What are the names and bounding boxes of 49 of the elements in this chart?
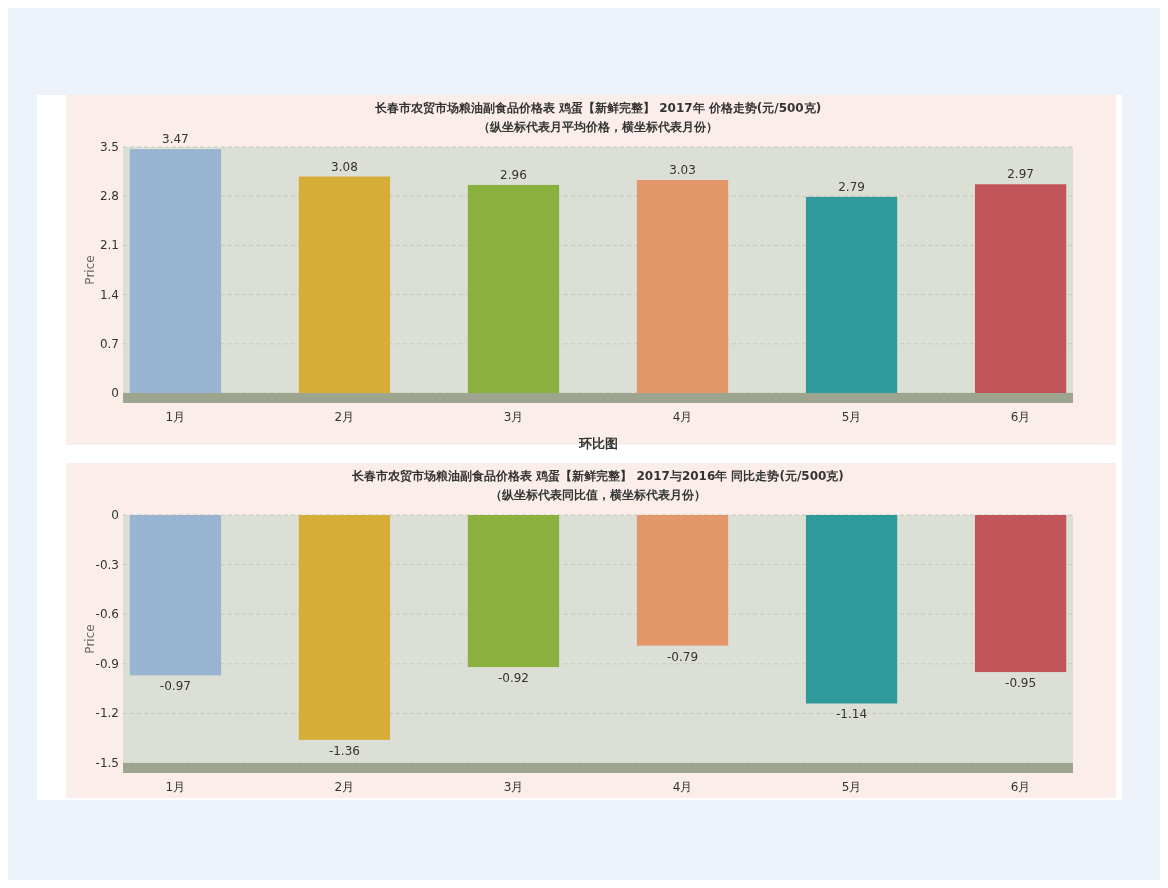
x-axis-title: 环比图 [577,436,618,451]
bar [298,176,391,393]
y-axis-title: Price [83,255,97,285]
x-tick-label: 1月 [165,780,186,794]
x-tick-label: 3月 [503,410,524,424]
data-label: -1.36 [328,743,360,758]
y-tick-label: 2.8 [99,189,119,204]
x-tick-label: 4月 [672,410,693,424]
bar [636,180,729,393]
x-tick-label: 3月 [503,780,524,794]
y-axis-title: Price [83,624,97,654]
y-tick-label: -0.9 [95,656,119,671]
y-tick-label: 0 [111,386,119,400]
x-tick-label: 4月 [672,780,693,794]
y-tick-label: -1.5 [95,756,119,770]
chart-title: 长春市农贸市场粮油副食品价格表 鸡蛋【新鲜完整】 2017年 价格走势(元/500克) [373,101,822,115]
bar [805,196,898,393]
data-label: 3.08 [331,159,358,174]
y-tick-label: -0.6 [95,607,119,622]
chart-title: 长春市农贸市场粮油副食品价格表 鸡蛋【新鲜完整】 2017与2016年 同比走势(元/500克) [351,469,844,483]
x-tick-label: 2月 [334,410,355,424]
data-label: 3.03 [669,163,696,178]
data-label: -1.14 [836,707,868,722]
data-label: 2.97 [1007,167,1034,182]
bar [129,149,222,393]
y-tick-label: -1.2 [95,706,119,721]
y-tick-label: -0.3 [95,557,119,572]
data-label: -0.92 [497,671,530,686]
y-tick-label: 0.7 [99,336,119,351]
x-tick-label: 5月 [841,410,862,424]
y-tick-label: 3.5 [99,140,119,154]
data-label: 3.47 [162,132,189,147]
x-tick-label: 6月 [1010,410,1031,424]
data-label: 2.79 [838,179,865,194]
x-tick-label: 1月 [165,410,186,424]
y-tick-label: 0 [111,508,119,522]
data-label: -0.95 [1005,676,1037,691]
bar [467,184,560,393]
x-tick-label: 5月 [841,780,862,794]
data-label: -0.79 [666,649,699,664]
data-label: -0.97 [159,679,191,694]
x-tick-label: 2月 [334,780,355,794]
chart-subtitle: （纵坐标代表同比值，横坐标代表月份） [490,488,706,502]
bar [974,184,1067,393]
y-tick-label: 1.4 [99,287,119,302]
x-tick-label: 6月 [1010,780,1031,794]
data-label: 2.96 [500,167,527,182]
y-tick-label: 2.1 [99,238,119,253]
chart-subtitle: （纵坐标代表月平均价格，横坐标代表月份） [478,120,718,134]
